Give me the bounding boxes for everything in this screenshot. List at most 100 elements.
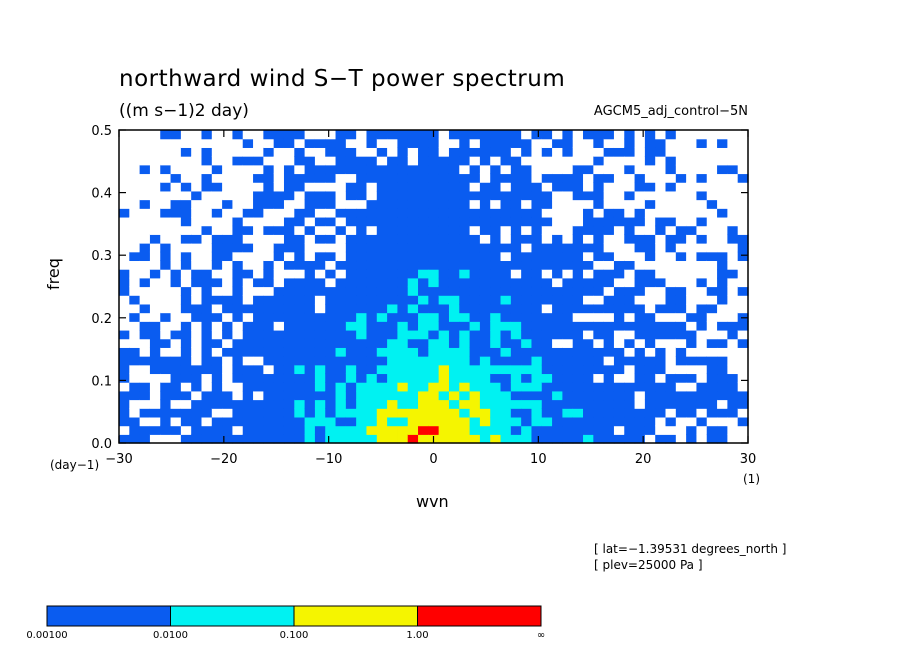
spectrum-cell bbox=[572, 130, 584, 140]
spectrum-cell bbox=[139, 399, 151, 409]
spectrum-cell bbox=[325, 399, 337, 409]
spectrum-cell bbox=[314, 260, 326, 270]
spectrum-cell bbox=[253, 303, 264, 314]
spectrum-cell bbox=[459, 243, 471, 253]
spectrum-cell bbox=[139, 329, 151, 340]
spectrum-cell bbox=[356, 338, 368, 348]
spectrum-cell bbox=[191, 182, 203, 192]
spectrum-cell bbox=[325, 277, 337, 288]
spectrum-cell bbox=[644, 243, 656, 253]
spectrum-cell bbox=[459, 356, 471, 366]
spectrum-cell bbox=[304, 234, 316, 244]
spectrum-cell bbox=[119, 182, 130, 192]
spectrum-cell bbox=[521, 208, 533, 218]
spectrum-cell bbox=[366, 373, 378, 383]
spectrum-cell bbox=[345, 190, 357, 201]
spectrum-cell bbox=[428, 356, 440, 366]
spectrum-cell bbox=[572, 399, 584, 409]
spectrum-cell bbox=[325, 156, 337, 166]
spectrum-cell bbox=[448, 356, 460, 366]
spectrum-cell bbox=[407, 416, 419, 427]
spectrum-cell bbox=[356, 356, 368, 366]
spectrum-cell bbox=[201, 164, 213, 175]
spectrum-cell bbox=[686, 321, 698, 331]
spectrum-cell bbox=[644, 425, 656, 435]
spectrum-cell bbox=[139, 216, 151, 227]
spectrum-cell bbox=[263, 286, 275, 296]
spectrum-cell bbox=[294, 286, 306, 296]
spectrum-cell bbox=[294, 234, 306, 244]
spectrum-cell bbox=[490, 408, 502, 418]
spectrum-cell bbox=[593, 286, 605, 296]
spectrum-cell bbox=[129, 408, 141, 418]
spectrum-cell bbox=[222, 373, 234, 383]
spectrum-cell bbox=[345, 260, 357, 270]
spectrum-cell bbox=[634, 321, 646, 331]
spectrum-cell bbox=[418, 251, 429, 262]
spectrum-cell bbox=[335, 199, 347, 209]
spectrum-cell bbox=[263, 234, 275, 244]
spectrum-cell bbox=[603, 269, 615, 279]
spectrum-cell bbox=[686, 190, 698, 201]
spectrum-cell bbox=[283, 234, 295, 244]
spectrum-cell bbox=[149, 182, 161, 192]
spectrum-cell bbox=[160, 338, 172, 348]
spectrum-cell bbox=[562, 173, 574, 183]
spectrum-cell bbox=[686, 269, 698, 279]
spectrum-cell bbox=[500, 329, 512, 340]
spectrum-cell bbox=[242, 356, 254, 366]
spectrum-cell bbox=[737, 399, 749, 409]
spectrum-cell bbox=[304, 130, 316, 140]
spectrum-cell bbox=[139, 190, 151, 201]
spectrum-cell bbox=[376, 373, 388, 383]
spectrum-cell bbox=[211, 286, 223, 296]
spectrum-cell bbox=[232, 208, 244, 218]
spectrum-cell bbox=[201, 243, 213, 253]
spectrum-cell bbox=[283, 199, 295, 209]
spectrum-cell bbox=[500, 356, 512, 366]
spectrum-cell bbox=[655, 373, 667, 383]
spectrum-cell bbox=[283, 216, 295, 227]
spectrum-cell bbox=[335, 234, 347, 244]
spectrum-cell bbox=[572, 208, 584, 218]
spectrum-cell bbox=[294, 260, 306, 270]
spectrum-cell bbox=[345, 356, 357, 366]
spectrum-cell bbox=[170, 190, 182, 201]
spectrum-cell bbox=[583, 399, 594, 409]
spectrum-cell bbox=[727, 277, 739, 288]
y-tick-label: 0.0 bbox=[91, 437, 112, 452]
spectrum-cell bbox=[253, 399, 264, 409]
spectrum-cell bbox=[222, 199, 234, 209]
spectrum-cell bbox=[541, 329, 553, 340]
spectrum-cell bbox=[356, 173, 368, 183]
spectrum-cell bbox=[479, 321, 491, 331]
spectrum-cell bbox=[263, 138, 275, 148]
spectrum-cell bbox=[242, 338, 254, 348]
spectrum-cell bbox=[160, 208, 172, 218]
spectrum-cell bbox=[675, 130, 687, 140]
spectrum-cell bbox=[459, 199, 471, 209]
spectrum-cell bbox=[583, 312, 594, 322]
spectrum-cell bbox=[160, 138, 172, 148]
spectrum-cell bbox=[655, 269, 667, 279]
spectrum-cell bbox=[562, 208, 574, 218]
spectrum-cell bbox=[418, 234, 429, 244]
spectrum-cell bbox=[428, 147, 440, 157]
spectrum-cell bbox=[273, 425, 285, 435]
spectrum-cell bbox=[603, 286, 615, 296]
spectrum-cell bbox=[139, 434, 151, 444]
spectrum-cell bbox=[428, 425, 440, 435]
spectrum-cell bbox=[510, 390, 522, 401]
spectrum-cell bbox=[717, 295, 728, 305]
spectrum-cell bbox=[696, 199, 708, 209]
y-tick-label: 0.2 bbox=[91, 312, 112, 327]
spectrum-cell bbox=[129, 303, 141, 314]
spectrum-cell bbox=[717, 164, 728, 175]
spectrum-cell bbox=[634, 399, 646, 409]
spectrum-cell bbox=[139, 147, 151, 157]
spectrum-cell bbox=[211, 312, 223, 322]
spectrum-cell bbox=[696, 329, 708, 340]
spectrum-cell bbox=[624, 208, 636, 218]
spectrum-cell bbox=[717, 269, 728, 279]
spectrum-cell bbox=[644, 277, 656, 288]
